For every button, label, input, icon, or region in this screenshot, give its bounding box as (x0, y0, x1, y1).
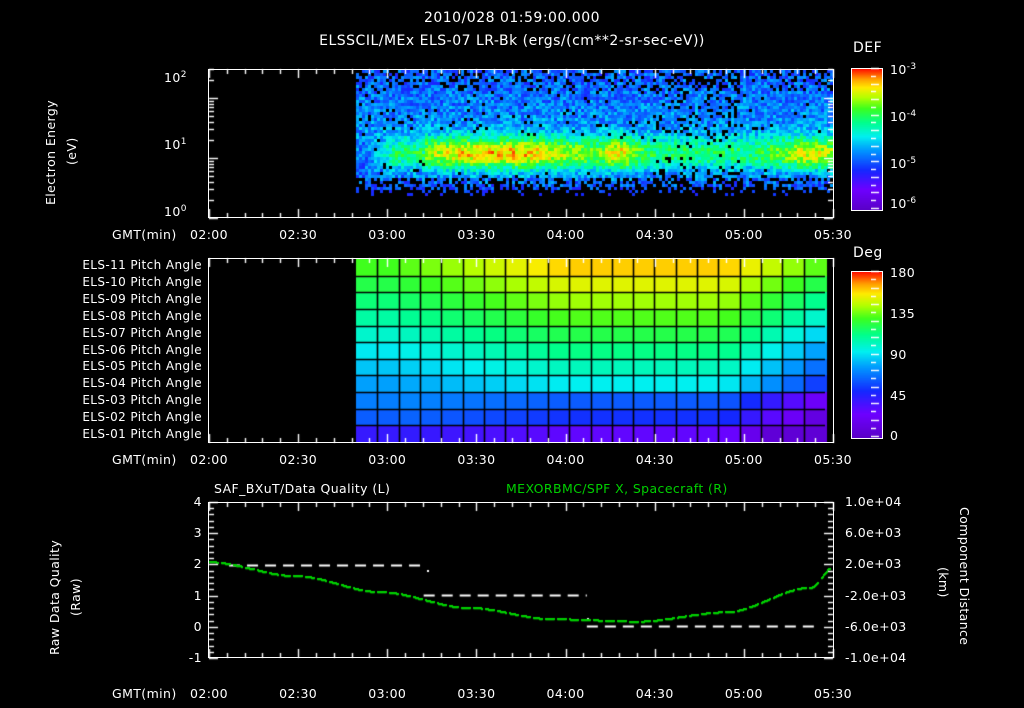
deg-colorbar-ticks (871, 268, 885, 442)
deg-tick-90: 90 (890, 347, 907, 362)
bottom-x-tick-0200: 02:00 (189, 686, 229, 701)
pitch-row-label-els-07: ELS-07 Pitch Angle (82, 325, 202, 340)
data-quality-frame (208, 502, 834, 658)
mid-x-tick-0430: 04:30 (635, 452, 674, 467)
def-colorbar-ticks (871, 65, 885, 214)
raw-quality-y-units-text: (Raw) (68, 577, 83, 616)
energy-y-tick-1e1: 101 (164, 137, 187, 153)
raw-quality-y-units: (Raw) (65, 578, 84, 616)
bottom-left-tick-2: 2 (193, 556, 202, 572)
def-tick-1e-5: 10-5 (890, 156, 917, 172)
mid-x-tick-0300: 03:00 (368, 452, 407, 467)
pitch-row-label-els-10: ELS-10 Pitch Angle (82, 275, 202, 290)
pitch-row-label-els-03: ELS-03 Pitch Angle (82, 392, 202, 407)
page-title-datetime: 2010/028 01:59:00.000 (423, 10, 601, 26)
bot-x-axis-prefix: GMT(min) (112, 686, 177, 701)
bottom-x-tick-0300: 03:00 (368, 686, 407, 701)
energy-y-tick-1e0: 100 (164, 204, 187, 220)
bottom-x-tick-0530: 05:30 (813, 686, 853, 701)
pitch-row-label-els-11: ELS-11 Pitch Angle (82, 258, 202, 273)
deg-tick-180: 180 (890, 265, 916, 280)
top-x-tick-0430: 04:30 (635, 227, 674, 242)
deg-tick-45: 45 (890, 388, 907, 403)
pitch-angle-frame (208, 258, 834, 443)
mid-x-tick-0400: 04:00 (546, 452, 585, 467)
pitch-row-label-els-04: ELS-04 Pitch Angle (82, 376, 202, 391)
component-distance-y-label-line1: Component Distance (957, 507, 972, 646)
bottom-x-tick-0330: 03:30 (457, 686, 496, 701)
energy-spectrogram-frame (208, 69, 834, 218)
deg-tick-0: 0 (890, 428, 899, 443)
bottom-x-tick-0430: 04:30 (635, 686, 674, 701)
top-x-tick-0300: 03:00 (368, 227, 407, 242)
bottom-right-tick-5: -1.0e+04 (845, 650, 907, 665)
def-tick-1e-3: 10-3 (890, 62, 917, 78)
pitch-row-label-els-09: ELS-09 Pitch Angle (82, 292, 202, 307)
bottom-left-tick-0: 0 (193, 618, 202, 634)
top-x-tick-0230: 02:30 (279, 227, 318, 242)
bottom-right-tick-4: -6.0e+03 (845, 618, 907, 634)
bottom-right-tick-3: -2.0e+03 (845, 587, 907, 603)
top-x-tick-0530: 05:30 (813, 227, 853, 242)
bottom-x-tick-0230: 02:30 (279, 686, 318, 701)
bottom-x-tick-0400: 04:00 (546, 686, 585, 701)
bottom-x-tick-0500: 05:00 (724, 686, 763, 701)
energy-y-tick-1e2: 102 (164, 70, 187, 86)
pitch-row-label-els-02: ELS-02 Pitch Angle (82, 409, 202, 424)
mid-x-axis-prefix: GMT(min) (112, 452, 177, 467)
page-subtitle: ELSSCIL/MEx ELS-07 LR-Bk (ergs/(cm**2-sr… (319, 33, 705, 49)
bottom-right-tick-1: 6.0e+03 (845, 525, 902, 541)
def-tick-1e-6: 10-6 (890, 196, 917, 212)
def-tick-1e-4: 10-4 (890, 109, 917, 125)
bottom-right-tick-2: 2.0e+03 (845, 556, 902, 572)
bottom-left-tick-1: 1 (193, 587, 202, 603)
bottom-left-tick-3: 3 (193, 525, 202, 541)
bottom-title-left: SAF_BXuT/Data Quality (L) (214, 481, 391, 496)
pitch-row-label-els-08: ELS-08 Pitch Angle (82, 308, 202, 323)
deg-colorbar-title: Deg (853, 245, 883, 261)
component-distance-y-units: (km) (935, 567, 954, 598)
raw-quality-y-label: Raw Data Quality (44, 540, 63, 655)
mid-x-tick-0230: 02:30 (279, 452, 318, 467)
top-x-tick-0400: 04:00 (546, 227, 585, 242)
pitch-row-label-els-06: ELS-06 Pitch Angle (82, 342, 202, 357)
energy-y-axis-label-line1: Electron Energy (43, 99, 58, 205)
top-x-tick-0200: 02:00 (189, 227, 229, 242)
mid-x-tick-0330: 03:30 (457, 452, 496, 467)
mid-x-tick-0530: 05:30 (813, 452, 853, 467)
def-colorbar-title: DEF (853, 40, 883, 56)
deg-tick-135: 135 (890, 306, 916, 321)
mid-x-tick-0500: 05:00 (724, 452, 763, 467)
pitch-row-label-els-01: ELS-01 Pitch Angle (82, 426, 202, 441)
mid-x-tick-0200: 02:00 (189, 452, 229, 467)
top-x-tick-0330: 03:30 (457, 227, 496, 242)
energy-y-axis-units: (eV) (61, 137, 80, 165)
raw-quality-y-label-line1: Raw Data Quality (47, 539, 62, 655)
component-distance-y-label: Component Distance (956, 507, 975, 645)
energy-y-axis-units-text: (eV) (64, 137, 79, 165)
bottom-right-tick-0: 1.0e+04 (845, 494, 902, 509)
bottom-title-right: MEXORBMC/SPF X, Spacecraft (R) (506, 481, 728, 496)
bottom-left-tick-neg1: -1 (188, 650, 202, 665)
top-x-tick-0500: 05:00 (724, 227, 763, 242)
component-distance-y-units-text: (km) (936, 567, 951, 598)
bottom-left-tick-4: 4 (193, 494, 202, 509)
top-x-axis-prefix: GMT(min) (112, 227, 177, 242)
energy-y-axis-label: Electron Energy (40, 100, 59, 205)
pitch-row-label-els-05: ELS-05 Pitch Angle (82, 359, 202, 374)
